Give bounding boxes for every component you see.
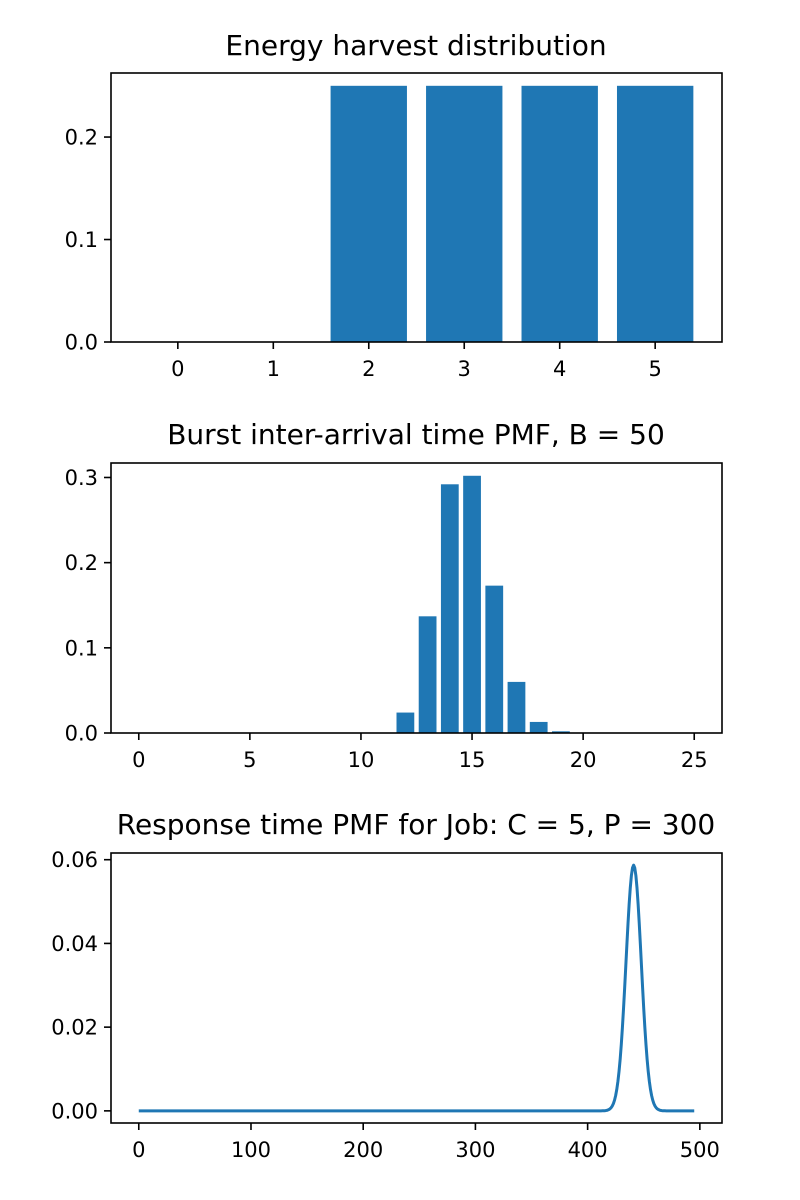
chart-title: Response time PMF for Job: C = 5, P = 30… bbox=[117, 808, 716, 841]
x-tick-label: 0 bbox=[132, 748, 145, 772]
x-tick-label: 0 bbox=[132, 1138, 145, 1162]
energy-harvest-panel: Energy harvest distribution 0 1 2 3 4 5 0.0 0.1… bbox=[65, 29, 723, 381]
y-tick-label: 0.04 bbox=[51, 932, 98, 956]
x-tick-label: 500 bbox=[680, 1138, 720, 1162]
x-tick-label: 15 bbox=[459, 748, 486, 772]
y-tick-label: 0.1 bbox=[65, 228, 98, 252]
bar bbox=[426, 85, 503, 342]
x-tick-label: 10 bbox=[348, 748, 375, 772]
y-tick-label: 0.0 bbox=[65, 331, 98, 355]
x-tick-label: 3 bbox=[458, 357, 471, 381]
y-tick-label: 0.1 bbox=[65, 636, 98, 660]
y-tick-label: 0.3 bbox=[65, 466, 98, 490]
series-line bbox=[138, 863, 695, 1113]
x-tick-label: 100 bbox=[231, 1138, 271, 1162]
y-tick-label: 0.2 bbox=[65, 126, 98, 150]
bar bbox=[418, 616, 437, 733]
axes-frame bbox=[110, 462, 723, 734]
x-tick-label: 5 bbox=[648, 357, 661, 381]
x-tick-label: 200 bbox=[343, 1138, 383, 1162]
y-tick-label: 0.0 bbox=[65, 722, 98, 746]
axes-frame bbox=[110, 72, 723, 343]
x-tick-label: 2 bbox=[362, 357, 375, 381]
ticks-group: 0 5 10 15 20 25 0.0 0.1 0.2 0.3 bbox=[65, 466, 708, 772]
x-tick-label: 0 bbox=[171, 357, 184, 381]
y-tick-label: 0.02 bbox=[51, 1016, 98, 1040]
bars-group bbox=[330, 85, 694, 342]
axes-frame bbox=[110, 852, 723, 1124]
bar bbox=[616, 85, 694, 342]
x-tick-label: 5 bbox=[243, 748, 256, 772]
y-tick-label: 0.00 bbox=[51, 1099, 98, 1123]
y-tick-label: 0.2 bbox=[65, 551, 98, 575]
line-group bbox=[138, 863, 695, 1113]
chart-title: Energy harvest distribution bbox=[225, 29, 606, 62]
response-time-panel: Response time PMF for Job: C = 5, P = 30… bbox=[51, 808, 723, 1162]
burst-interarrival-panel: Burst inter-arrival time PMF, B = 50 0 5 1… bbox=[65, 418, 723, 772]
chart-title: Burst inter-arrival time PMF, B = 50 bbox=[167, 418, 665, 451]
bar bbox=[529, 721, 548, 733]
bar bbox=[485, 585, 504, 733]
bar bbox=[507, 681, 526, 733]
x-tick-label: 400 bbox=[568, 1138, 608, 1162]
x-tick-label: 4 bbox=[553, 357, 566, 381]
x-tick-label: 1 bbox=[267, 357, 280, 381]
bar bbox=[330, 85, 407, 342]
x-tick-label: 300 bbox=[455, 1138, 495, 1162]
bar bbox=[552, 731, 570, 733]
y-tick-label: 0.06 bbox=[51, 848, 98, 872]
ticks-group: 0 100 200 300 400 500 0.00 0.02 0.04 0.06 bbox=[51, 848, 720, 1162]
bar bbox=[463, 475, 481, 733]
x-tick-label: 25 bbox=[681, 748, 708, 772]
ticks-group: 0 1 2 3 4 5 0.0 0.1 0.2 bbox=[65, 126, 662, 381]
bar bbox=[440, 484, 459, 733]
bar bbox=[396, 712, 415, 733]
bars-group bbox=[396, 475, 593, 733]
bar bbox=[521, 85, 598, 342]
x-tick-label: 20 bbox=[570, 748, 597, 772]
